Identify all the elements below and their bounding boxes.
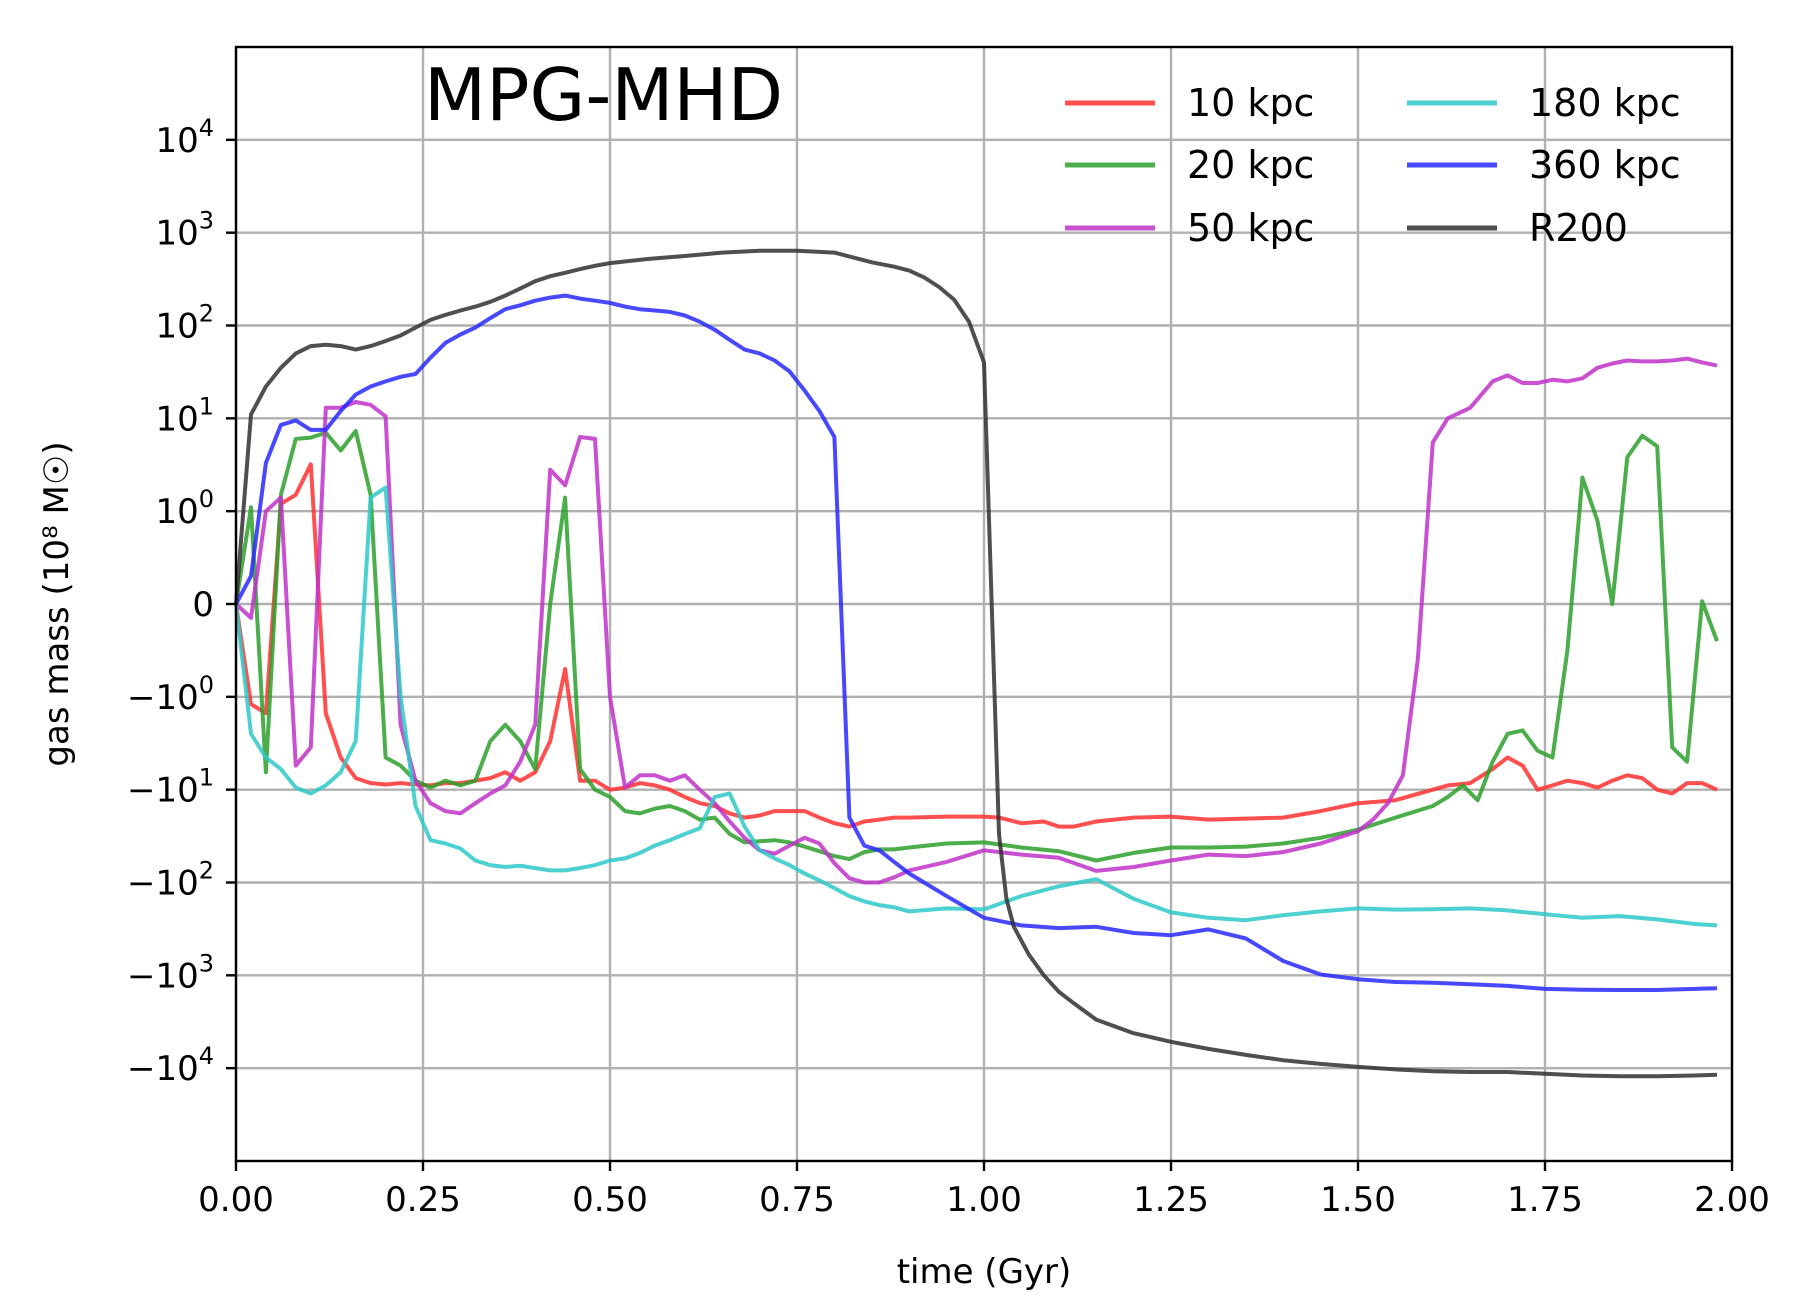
- x-tick-label: 0.50: [572, 1180, 648, 1220]
- y-tick-label: 104: [155, 114, 214, 161]
- y-tick-label: 100: [155, 485, 214, 532]
- legend: 10 kpc 20 kpc 50 kpc 180 kpc 360 kpc R200: [1065, 81, 1681, 250]
- y-tick-label: −104: [127, 1042, 214, 1089]
- legend-label: 20 kpc: [1187, 143, 1314, 187]
- series-group: [234, 248, 1719, 1079]
- series-line-180-kpc: [234, 485, 1718, 928]
- legend-label: 360 kpc: [1529, 143, 1681, 187]
- x-tick-label: 2.00: [1694, 1180, 1770, 1220]
- x-tick-label: 1.25: [1133, 1180, 1209, 1220]
- series-line-r200: [234, 248, 1718, 1079]
- y-axis: 104 103 102 101 100 0 −100 −101 −102 −103 −104: [127, 114, 236, 1089]
- x-axis-label: time (Gyr): [897, 1252, 1072, 1292]
- legend-label: R200: [1529, 206, 1628, 250]
- x-tick-label: 0.75: [759, 1180, 835, 1220]
- y-tick-label: −100: [127, 671, 214, 718]
- legend-label: 180 kpc: [1529, 81, 1681, 125]
- y-tick-label: −101: [127, 764, 214, 811]
- series-line-360-kpc: [234, 293, 1718, 992]
- y-tick-label: −102: [127, 857, 214, 904]
- legend-label: 10 kpc: [1187, 81, 1314, 125]
- y-tick-label: 0: [192, 585, 214, 625]
- y-tick-label: −103: [127, 949, 214, 996]
- x-tick-label: 0.25: [385, 1180, 461, 1220]
- y-tick-label: 101: [155, 392, 214, 439]
- chart-title: MPG-MHD: [424, 53, 783, 137]
- y-tick-label: 102: [155, 300, 214, 347]
- legend-label: 50 kpc: [1187, 206, 1314, 250]
- x-tick-label: 0.00: [198, 1180, 274, 1220]
- x-tick-label: 1.75: [1507, 1180, 1583, 1220]
- series-line-50-kpc: [234, 356, 1718, 885]
- x-tick-label: 1.50: [1320, 1180, 1396, 1220]
- y-axis-label: gas mass (10⁸ M☉): [37, 441, 77, 766]
- series-line-20-kpc: [234, 429, 1719, 863]
- x-axis: 0.00 0.25 0.50 0.75 1.00 1.25 1.50 1.75 2.00: [198, 1161, 1770, 1220]
- x-tick-label: 1.00: [946, 1180, 1022, 1220]
- y-tick-label: 103: [155, 207, 214, 254]
